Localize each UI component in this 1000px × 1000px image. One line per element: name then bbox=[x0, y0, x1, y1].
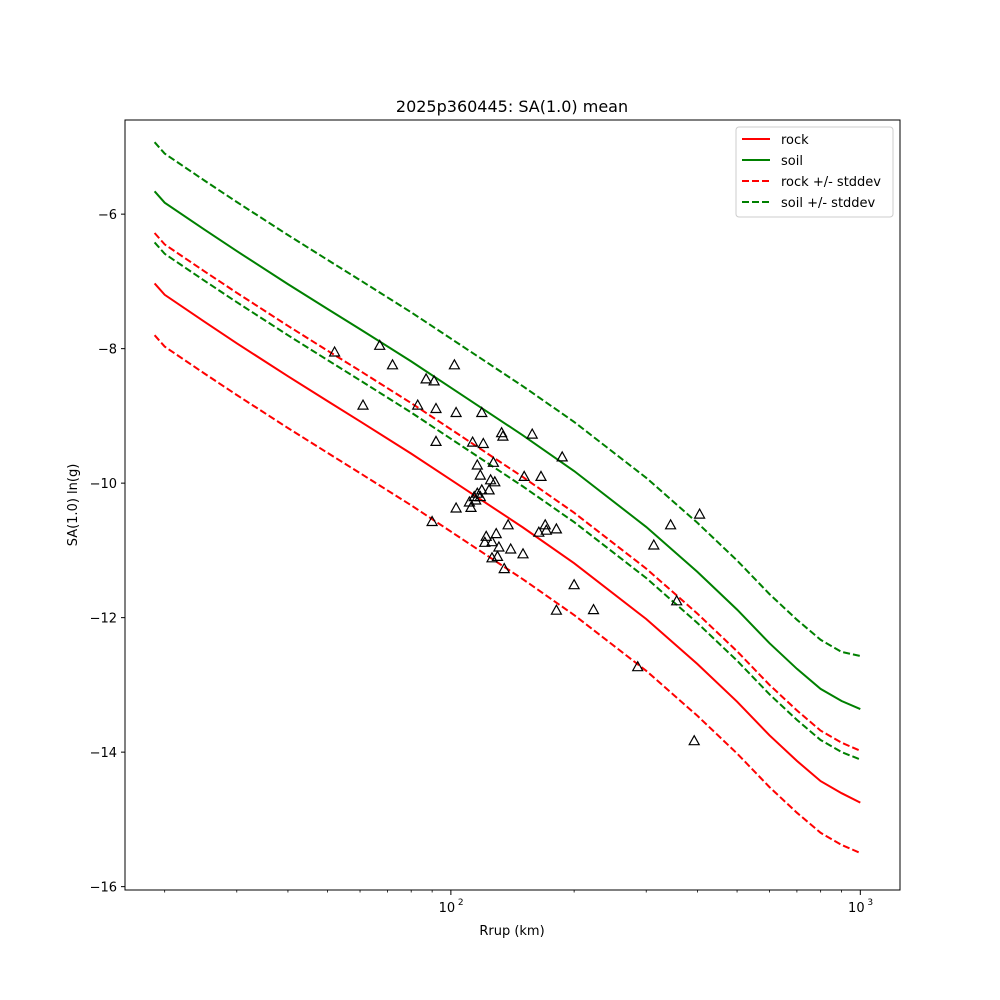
observation-point bbox=[496, 429, 509, 441]
observation-point bbox=[664, 518, 677, 530]
observation-point bbox=[469, 493, 482, 505]
observation-point bbox=[471, 458, 484, 470]
x-axis-label: Rrup (km) bbox=[479, 924, 544, 939]
y-tick-label: −8 bbox=[98, 343, 117, 358]
observation-point bbox=[356, 398, 370, 410]
observation-point bbox=[498, 562, 511, 574]
observation-point bbox=[328, 345, 341, 357]
observation-point bbox=[516, 547, 530, 559]
observation-point bbox=[550, 603, 563, 615]
observation-point bbox=[429, 435, 443, 446]
observation-point bbox=[474, 468, 487, 480]
y-tick-label: −6 bbox=[98, 208, 117, 223]
observation-point bbox=[429, 402, 443, 414]
observation-point bbox=[587, 603, 600, 615]
observation-point bbox=[631, 660, 644, 672]
observation-point bbox=[490, 527, 503, 539]
observation-point bbox=[518, 470, 531, 481]
series-line-4 bbox=[153, 141, 861, 657]
y-tick-label: −10 bbox=[90, 477, 117, 492]
observation-point bbox=[466, 435, 479, 447]
observation-point bbox=[670, 594, 683, 606]
observation-point bbox=[488, 475, 501, 487]
observation-point bbox=[492, 540, 505, 552]
observation-point bbox=[688, 734, 701, 746]
observation-point bbox=[450, 501, 463, 513]
x-tick-label: 10 bbox=[439, 901, 456, 916]
observation-point bbox=[693, 507, 706, 519]
chart-title: 2025p360445: SA(1.0) mean bbox=[396, 97, 628, 116]
observation-point bbox=[475, 483, 488, 495]
observation-point bbox=[478, 536, 491, 547]
series-line-3 bbox=[153, 334, 861, 854]
observation-point bbox=[534, 470, 548, 481]
observation-point bbox=[477, 437, 490, 449]
legend-label: soil +/- stddev bbox=[781, 196, 876, 211]
axes: −16−14−12−10−8−610 2 10 3 bbox=[90, 208, 873, 916]
observation-point bbox=[556, 450, 569, 462]
observation-point bbox=[540, 523, 553, 535]
observation-point bbox=[550, 522, 563, 534]
observation-point bbox=[504, 542, 517, 554]
observation-point bbox=[480, 530, 493, 541]
y-axis-label: SA(1.0) ln(g) bbox=[66, 464, 81, 547]
observation-point bbox=[386, 358, 399, 370]
y-tick-label: −14 bbox=[90, 746, 117, 761]
observation-point bbox=[526, 427, 539, 439]
legend: rock soil rock +/- stddev soil +/- stddev bbox=[735, 126, 894, 218]
observation-point bbox=[485, 535, 499, 547]
observation-point bbox=[647, 538, 660, 550]
observation-point bbox=[502, 518, 515, 530]
observation-point bbox=[448, 358, 461, 370]
observation-point bbox=[532, 525, 545, 537]
legend-label: rock bbox=[781, 133, 809, 148]
x-tick-label: 10 bbox=[848, 901, 865, 916]
observation-point bbox=[568, 578, 581, 590]
observation-point bbox=[426, 515, 439, 527]
x-tick-exponent: 3 bbox=[867, 898, 873, 908]
series-line-5 bbox=[153, 241, 861, 761]
observation-point bbox=[539, 518, 552, 530]
observation-point bbox=[491, 550, 504, 562]
y-tick-label: −12 bbox=[90, 612, 117, 627]
observation-point bbox=[411, 398, 424, 410]
series-line-1 bbox=[153, 190, 861, 711]
observation-point bbox=[450, 406, 463, 418]
plot-area bbox=[153, 141, 861, 854]
observation-point bbox=[474, 490, 487, 502]
x-tick-exponent: 2 bbox=[458, 898, 464, 908]
observation-point bbox=[475, 406, 488, 418]
series-line-0 bbox=[153, 282, 861, 804]
observation-point bbox=[464, 501, 478, 512]
observation-point bbox=[487, 456, 500, 467]
y-tick-label: −16 bbox=[90, 881, 117, 896]
observation-point bbox=[428, 374, 441, 386]
legend-label: rock +/- stddev bbox=[781, 175, 881, 190]
observation-point bbox=[373, 339, 386, 350]
plot-frame bbox=[124, 119, 901, 891]
observation-point bbox=[483, 483, 496, 495]
observation-point bbox=[420, 372, 433, 384]
series-line-2 bbox=[153, 232, 861, 752]
legend-box bbox=[735, 126, 894, 218]
legend-label: soil bbox=[781, 154, 803, 169]
